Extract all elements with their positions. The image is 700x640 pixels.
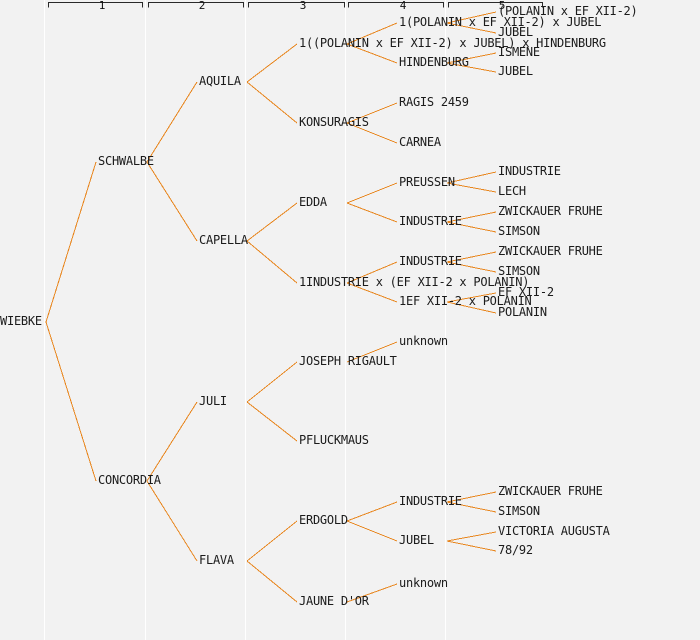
pedigree-edge — [45, 321, 97, 482]
tree-node-label: POLANIN — [498, 305, 547, 319]
pedigree-edge — [446, 211, 497, 223]
tree-node-label: unknown — [399, 334, 448, 348]
pedigree-edge — [446, 501, 497, 513]
tree-node-label: VICTORIA AUGUSTA — [498, 524, 610, 538]
column-header-label: 1 — [98, 0, 106, 12]
pedigree-edge — [246, 361, 298, 403]
tree-node-label: INDUSTRIE — [399, 254, 462, 268]
tree-node-label: JULI — [199, 394, 227, 408]
column-ruler — [448, 2, 543, 8]
tree-node-label: JUBEL — [399, 533, 434, 547]
pedigree-edge — [446, 251, 497, 263]
tree-node-label: ZWICKAUER FRUHE — [498, 484, 603, 498]
pedigree-edge — [246, 520, 298, 562]
tree-node-label: PFLUCKMAUS — [299, 433, 369, 447]
tree-node-label: HINDENBURG — [399, 55, 469, 69]
pedigree-edge — [346, 43, 398, 64]
tree-node-label: SIMSON — [498, 504, 540, 518]
tree-node-label: SIMSON — [498, 224, 540, 238]
pedigree-edge — [346, 22, 398, 45]
column-header-label: 2 — [198, 0, 206, 12]
tree-node-label: (POLANIN x EF XII-2) — [498, 4, 638, 18]
pedigree-edge — [246, 202, 298, 242]
pedigree-edge — [246, 560, 298, 603]
column-ruler — [48, 2, 143, 8]
pedigree-edge — [146, 480, 198, 562]
tree-node-label: 1(POLANIN x EF XII-2) x JUBEL — [399, 15, 602, 29]
tree-node-label: INDUSTRIE — [399, 494, 462, 508]
column-header-label: 5 — [498, 0, 506, 12]
tree-node-label: KONSURAGIS — [299, 115, 369, 129]
pedigree-edge — [146, 81, 198, 163]
pedigree-edge — [346, 341, 398, 363]
pedigree-edge — [246, 81, 298, 124]
tree-node-label: INDUSTRIE — [498, 164, 561, 178]
pedigree-edge — [246, 43, 298, 83]
tree-node-label: JAUNE D'OR — [299, 594, 369, 608]
pedigree-edge — [446, 261, 497, 273]
tree-node-label: JUBEL — [498, 64, 533, 78]
pedigree-edge — [446, 11, 497, 24]
tree-node-label: unknown — [399, 576, 448, 590]
tree-node-label: 1INDUSTRIE x (EF XII-2 x POLANIN) — [299, 275, 530, 289]
tree-node-label: CONCORDIA — [98, 473, 161, 487]
tree-node-label: SIMSON — [498, 264, 540, 278]
tree-node-label: ERDGOLD — [299, 513, 348, 527]
pedigree-edge — [146, 401, 198, 482]
pedigree-edge — [246, 401, 298, 442]
tree-node-label: ZWICKAUER FRUHE — [498, 204, 603, 218]
column-ruler — [148, 2, 244, 8]
pedigree-edge — [446, 182, 497, 193]
column-ruler — [348, 2, 444, 8]
pedigree-edge — [446, 171, 497, 184]
tree-node-label: PREUSSEN — [399, 175, 455, 189]
pedigree-edge — [346, 182, 398, 204]
pedigree-edge — [346, 202, 398, 223]
tree-node-label: FLAVA — [199, 553, 234, 567]
tree-node-label: WIEBKE — [0, 314, 42, 328]
tree-node-label: RAGIS 2459 — [399, 95, 469, 109]
tree-node-label: LECH — [498, 184, 526, 198]
pedigree-edge — [346, 102, 398, 124]
pedigree-edge — [446, 292, 497, 303]
pedigree-edge — [346, 282, 398, 303]
pedigree-edge — [446, 62, 497, 73]
pedigree-edge — [446, 531, 497, 542]
pedigree-edge — [146, 161, 198, 242]
column-header-label: 3 — [299, 0, 307, 12]
tree-node-label: SCHWALBE — [98, 154, 154, 168]
pedigree-edge — [446, 491, 497, 503]
column-ruler — [248, 2, 345, 8]
pedigree-edge — [446, 52, 497, 64]
tree-node-label: 1EF XII-2 x POLANIN — [399, 294, 532, 308]
tree-node-label: EF XII-2 — [498, 285, 554, 299]
tree-node-label: CARNEA — [399, 135, 441, 149]
pedigree-edge — [346, 501, 398, 522]
pedigree-edge — [246, 240, 298, 284]
tree-node-label: ZWICKAUER FRUHE — [498, 244, 603, 258]
column-header-label: 4 — [399, 0, 407, 12]
pedigree-edge — [446, 22, 497, 34]
pedigree-edge — [446, 301, 497, 314]
tree-node-label: ISMENE — [498, 45, 540, 59]
tree-node-label: JUBEL — [498, 25, 533, 39]
pedigree-edge — [346, 261, 398, 284]
pedigree-edge — [346, 583, 398, 603]
pedigree-edge — [446, 221, 497, 233]
tree-node-label: INDUSTRIE — [399, 214, 462, 228]
tree-node-label: 78/92 — [498, 543, 533, 557]
tree-node-label: AQUILA — [199, 74, 241, 88]
pedigree-edge — [446, 540, 497, 552]
pedigree-edge — [346, 122, 398, 144]
pedigree-edge — [346, 520, 398, 542]
tree-node-label: JOSEPH RIGAULT — [299, 354, 397, 368]
pedigree-edge — [45, 161, 97, 323]
tree-node-label: 1((POLANIN x EF XII-2) x JUBEL) x HINDEN… — [299, 36, 606, 50]
tree-node-label: EDDA — [299, 195, 327, 209]
tree-node-label: CAPELLA — [199, 233, 248, 247]
